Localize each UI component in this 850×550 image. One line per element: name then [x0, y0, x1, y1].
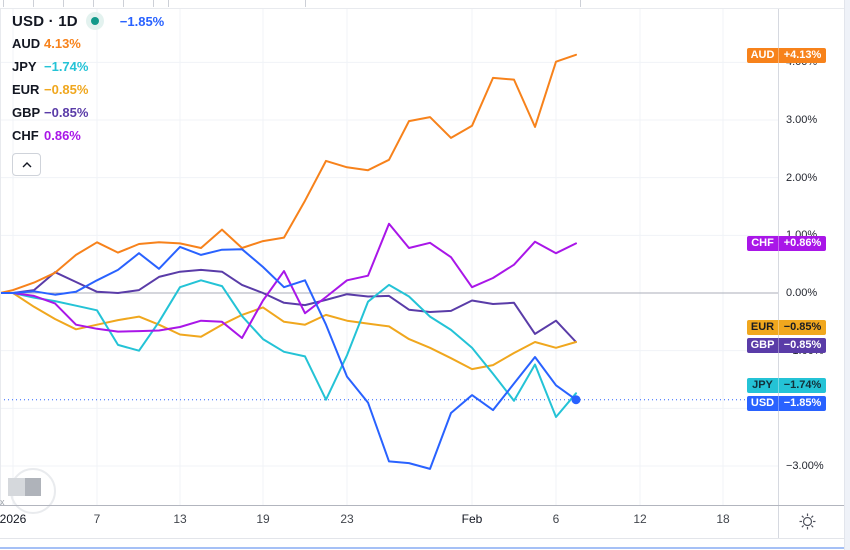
legend-symbol-value: −1.74% — [44, 59, 89, 74]
symbol-change-value: −1.85% — [119, 13, 165, 29]
series-line-usd — [0, 245, 577, 470]
cropped-glyph: x — [0, 497, 5, 507]
legend-symbol-name: JPY — [12, 59, 37, 74]
price-tick-label: 0.00% — [786, 287, 818, 299]
legend: USD · 1D −1.85% AUD 4.13% JPY −1.74% EUR −0.8… — [12, 10, 164, 176]
toolbar-tick — [93, 0, 94, 7]
legend-row-aud[interactable]: AUD 4.13% — [12, 32, 164, 55]
price-badge-usd: USD −1.85% — [747, 396, 826, 411]
time-axis-border — [0, 505, 850, 506]
chevron-up-icon — [22, 161, 31, 167]
price-axis-border — [778, 8, 779, 538]
badge-symbol: CHF — [747, 236, 779, 251]
toolbar-tick — [580, 0, 581, 7]
price-tick-label: −3.00% — [786, 460, 824, 472]
time-tick-label: 7 — [93, 512, 101, 526]
watermark-square-light — [8, 478, 25, 496]
time-tick-label: 6 — [552, 512, 560, 526]
price-badge-eur: EUR −0.85% — [747, 320, 826, 335]
badge-symbol: JPY — [747, 378, 779, 393]
left-edge-border — [0, 8, 1, 505]
time-tick-label: 13 — [173, 512, 187, 526]
price-badge-aud: AUD +4.13% — [747, 48, 826, 63]
badge-symbol: GBP — [747, 338, 779, 353]
time-tick-label: 12 — [633, 512, 647, 526]
last-price-dot — [571, 395, 581, 405]
toolbar-tick — [33, 0, 34, 7]
legend-symbol-name: AUD — [12, 36, 41, 51]
series-line-gbp — [0, 268, 577, 343]
legend-symbol-name: CHF — [12, 128, 39, 143]
badge-value: +4.13% — [779, 48, 826, 63]
badge-value: −0.85% — [779, 338, 826, 353]
price-badge-jpy: JPY −1.74% — [747, 378, 826, 393]
price-badge-gbp: GBP −0.85% — [747, 338, 826, 353]
badge-value: −0.85% — [779, 320, 826, 335]
status-dot-icon — [85, 12, 104, 30]
bottom-border — [0, 538, 850, 539]
axis-settings-button[interactable] — [797, 511, 817, 531]
legend-symbol-value: −0.85% — [44, 82, 89, 97]
watermark-logo — [8, 465, 68, 514]
price-tick-label: 2.00% — [786, 171, 818, 184]
legend-symbol-value: 4.13% — [44, 36, 81, 51]
badge-symbol: AUD — [747, 48, 779, 63]
time-tick-label: 19 — [256, 512, 270, 526]
price-tick-label: 3.00% — [786, 113, 818, 126]
gear-icon — [799, 513, 815, 529]
legend-row-jpy[interactable]: JPY −1.74% — [12, 55, 164, 78]
legend-collapse-button[interactable] — [12, 153, 41, 176]
series-line-eur — [0, 292, 577, 371]
watermark-square-dark — [25, 478, 41, 496]
symbol-title: USD · 1D — [12, 12, 78, 30]
lower-panel-edge — [0, 547, 850, 549]
legend-symbol-value: 0.86% — [44, 128, 81, 143]
time-tick-label: Feb — [461, 512, 483, 526]
compare-symbols-list: AUD 4.13% JPY −1.74% EUR −0.85% GBP −0.85% CHF 0.… — [12, 32, 164, 147]
legend-symbol-name: GBP — [12, 105, 41, 120]
price-badge-chf: CHF +0.86% — [747, 236, 826, 251]
badge-value: −1.74% — [779, 378, 826, 393]
badge-value: −1.85% — [779, 396, 826, 411]
legend-row-eur[interactable]: EUR −0.85% — [12, 78, 164, 101]
toolbar-tick — [123, 0, 124, 7]
badge-symbol: USD — [747, 396, 779, 411]
right-panel-edge — [844, 0, 850, 550]
toolbar-tick — [168, 0, 169, 7]
series-line-aud — [0, 53, 577, 294]
toolbar-tick — [153, 0, 154, 7]
time-tick-label: 2026 — [0, 512, 27, 526]
legend-main-row[interactable]: USD · 1D −1.85% — [12, 10, 164, 32]
top-toolbar-remnant — [0, 0, 850, 9]
legend-symbol-name: EUR — [12, 82, 40, 97]
time-tick-label: 18 — [716, 512, 730, 526]
series-line-jpy — [0, 279, 577, 418]
toolbar-tick — [305, 0, 306, 7]
legend-row-chf[interactable]: CHF 0.86% — [12, 124, 164, 147]
badge-value: +0.86% — [779, 236, 826, 251]
series-line-chf — [0, 222, 577, 339]
badge-symbol: EUR — [747, 320, 779, 335]
toolbar-tick — [63, 0, 64, 7]
legend-row-gbp[interactable]: GBP −0.85% — [12, 101, 164, 124]
time-tick-label: 23 — [340, 512, 354, 526]
toolbar-tick — [3, 0, 4, 7]
legend-symbol-value: −0.85% — [44, 105, 89, 120]
